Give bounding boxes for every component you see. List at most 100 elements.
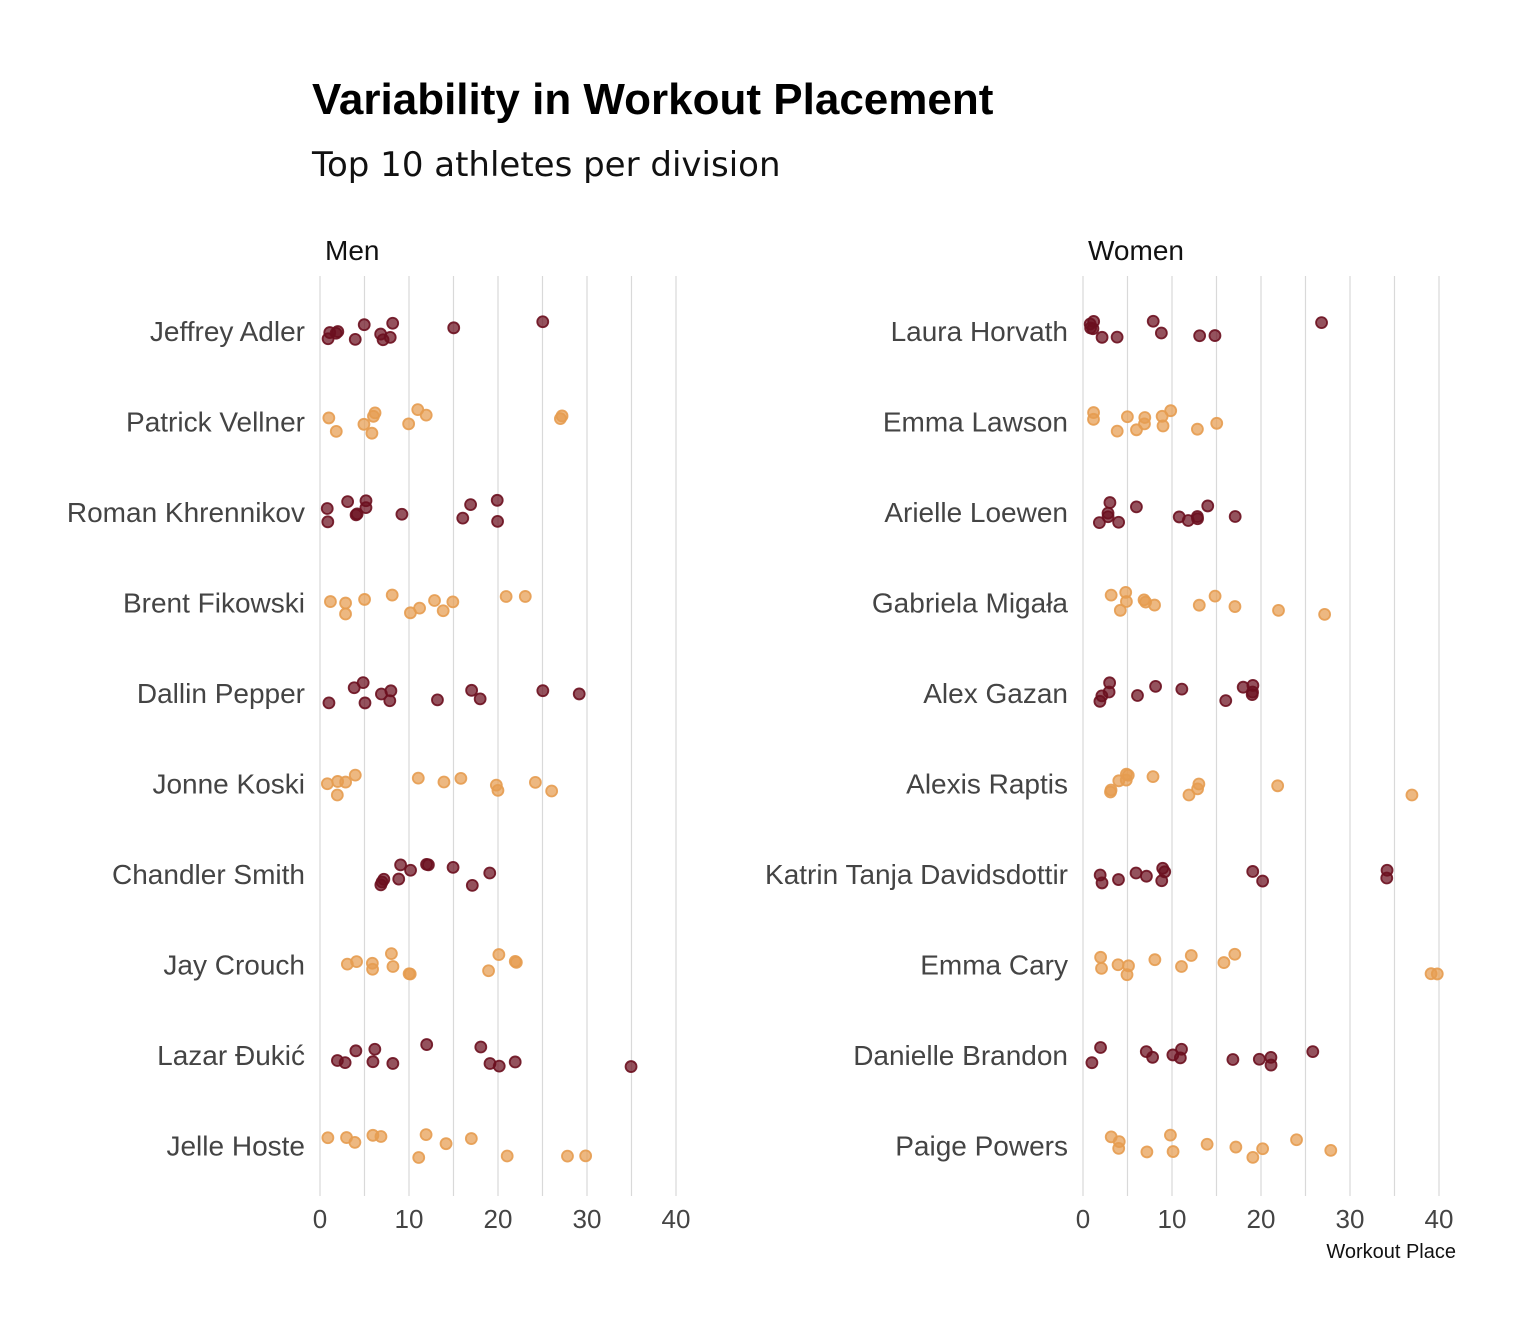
data-point xyxy=(1219,694,1233,708)
data-point xyxy=(1140,869,1153,883)
data-point xyxy=(436,604,450,618)
data-point xyxy=(1246,679,1260,692)
data-point xyxy=(492,948,506,961)
data-point xyxy=(1120,968,1134,982)
facet-panels: Men 0 10 20 30 40 Jeffrey Adler Patrick Vellner… xyxy=(67,235,1454,1234)
data-point xyxy=(1112,1141,1126,1155)
data-point xyxy=(356,676,370,690)
athlete-label: Katrin Tanja Davidsdottir xyxy=(765,859,1068,890)
athlete-label: Patrick Vellner xyxy=(126,407,305,438)
data-point xyxy=(482,964,495,978)
chart-subtitle: Top 10 athletes per division xyxy=(311,145,781,185)
athlete-label: Roman Khrennikov xyxy=(67,497,305,528)
data-point xyxy=(1208,589,1222,603)
data-point xyxy=(1119,585,1133,599)
data-point xyxy=(324,595,337,608)
data-point xyxy=(1191,512,1204,526)
data-point xyxy=(383,694,397,708)
athlete-label: Danielle Brandon xyxy=(853,1040,1068,1071)
data-point xyxy=(1095,961,1108,975)
data-point xyxy=(1271,779,1285,793)
data-point xyxy=(386,316,400,330)
data-point xyxy=(1164,404,1178,418)
data-point xyxy=(1094,950,1108,964)
data-point xyxy=(1083,317,1097,331)
data-point xyxy=(386,1057,400,1070)
data-point xyxy=(349,508,363,522)
data-point xyxy=(1184,949,1198,962)
data-point xyxy=(330,788,344,802)
data-point xyxy=(499,590,513,603)
athlete-label: Alex Gazan xyxy=(923,678,1068,709)
data-point xyxy=(1094,1041,1107,1054)
panel-women: Women 0 10 20 30 40 Laura Horvath Emma Lawson Ar… xyxy=(765,235,1453,1234)
data-point xyxy=(339,775,353,789)
athlete-label: Chandler Smith xyxy=(112,859,305,890)
x-tick-label: 10 xyxy=(395,1204,424,1234)
data-point xyxy=(1175,1042,1188,1056)
data-point xyxy=(321,515,335,529)
data-point xyxy=(536,315,550,329)
data-point xyxy=(518,590,532,603)
data-point xyxy=(1166,1145,1180,1158)
data-point xyxy=(431,693,444,707)
data-point xyxy=(1154,326,1168,340)
x-tick-label: 20 xyxy=(484,1204,513,1234)
data-point xyxy=(1264,1050,1278,1064)
data-point xyxy=(1111,958,1125,972)
data-point xyxy=(624,1060,638,1073)
x-tick-label: 0 xyxy=(313,1204,327,1234)
facet-label: Men xyxy=(325,235,379,266)
data-point xyxy=(1272,604,1285,617)
x-tick-label: 30 xyxy=(573,1204,602,1234)
data-point xyxy=(464,1132,478,1145)
facet-label: Women xyxy=(1088,235,1184,266)
data-point xyxy=(1149,679,1162,693)
athlete-label: Emma Lawson xyxy=(883,407,1068,438)
data-point xyxy=(366,962,379,976)
x-axis-title: Workout Place xyxy=(1326,1241,1456,1263)
data-point xyxy=(483,866,497,880)
data-point xyxy=(464,498,478,512)
data-point xyxy=(411,771,425,785)
data-point xyxy=(322,411,336,425)
data-point xyxy=(1112,515,1126,529)
data-point xyxy=(428,594,441,607)
x-tick-label: 40 xyxy=(1425,1204,1454,1234)
data-point xyxy=(419,1128,433,1141)
athlete-label: Paige Powers xyxy=(895,1131,1068,1162)
data-point xyxy=(420,1038,434,1051)
data-point xyxy=(554,412,567,426)
athlete-label: Jay Crouch xyxy=(163,950,305,981)
data-point xyxy=(1130,500,1143,514)
data-point xyxy=(394,858,407,872)
data-point xyxy=(392,872,406,886)
data-point xyxy=(545,784,559,798)
data-point xyxy=(508,1055,522,1069)
athlete-label: Brent Fikowski xyxy=(123,588,305,619)
data-point xyxy=(561,1149,574,1163)
data-point xyxy=(1210,416,1224,430)
athlete-label: Laura Horvath xyxy=(891,316,1068,347)
data-point xyxy=(1192,598,1206,612)
data-point xyxy=(365,426,379,440)
data-point xyxy=(528,775,542,789)
data-point xyxy=(1318,607,1332,621)
data-point xyxy=(329,326,343,340)
data-point xyxy=(1246,1150,1260,1164)
athlete-label: Alexis Raptis xyxy=(906,769,1068,800)
data-point xyxy=(1138,411,1152,424)
data-point xyxy=(368,1042,382,1056)
data-point xyxy=(348,332,362,346)
data-point xyxy=(1228,600,1242,613)
data-point xyxy=(1102,685,1116,699)
data-point xyxy=(500,1149,514,1163)
data-point xyxy=(320,502,334,515)
data-point xyxy=(1110,424,1124,438)
data-point xyxy=(474,1040,488,1054)
data-point xyxy=(412,1151,426,1164)
data-point xyxy=(1146,1050,1159,1064)
x-tick-label: 40 xyxy=(662,1204,691,1234)
data-point xyxy=(465,683,479,697)
